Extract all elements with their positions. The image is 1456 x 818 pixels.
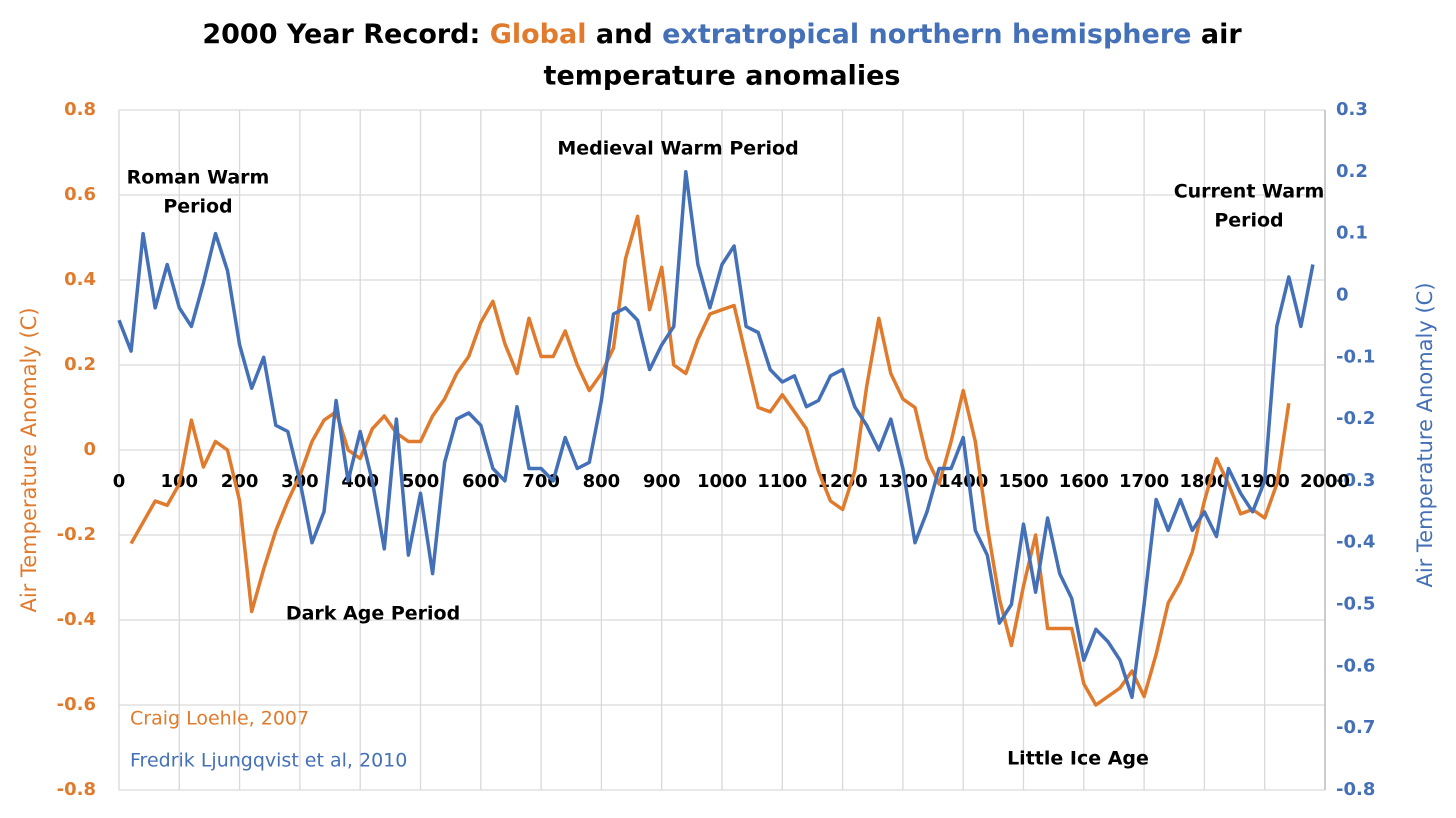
x-tick-label: 1000 [697, 471, 747, 492]
y2-tick-label: -0.4 [1336, 532, 1375, 553]
y-tick-label: -0.8 [57, 779, 96, 800]
annotation: Current Warm [1174, 181, 1325, 203]
annotation: Roman Warm [127, 167, 270, 189]
chart-title: 2000 Year Record: Global and extratropic… [202, 19, 1242, 50]
annotation: Period [1214, 210, 1283, 232]
y2-tick-label: -0.1 [1336, 346, 1375, 367]
y-tick-label: -0.6 [57, 694, 96, 715]
y-tick-label: 0.2 [64, 354, 96, 375]
title-part: 2000 Year Record: [202, 19, 480, 50]
y2-tick-label: -0.8 [1336, 779, 1375, 800]
x-tick-label: 500 [402, 471, 440, 492]
x-tick-label: 1100 [757, 471, 807, 492]
annotation: Dark Age Period [286, 603, 460, 625]
y2-tick-label: 0.3 [1336, 99, 1368, 120]
chart-title: temperature anomalies [544, 61, 901, 92]
title-part: and [596, 19, 653, 50]
legend-label: Fredrik Ljungqvist et al, 2010 [130, 750, 407, 772]
x-tick-label: 900 [643, 471, 681, 492]
y2-tick-label: 0.2 [1336, 161, 1368, 182]
x-tick-label: 1300 [878, 471, 928, 492]
y2-tick-label: -0.7 [1336, 717, 1375, 738]
x-tick-label: 1500 [998, 471, 1048, 492]
y-tick-label: -0.2 [57, 524, 96, 545]
x-tick-label: 200 [221, 471, 259, 492]
x-tick-label: 1700 [1119, 471, 1169, 492]
legend-label: Craig Loehle, 2007 [130, 708, 309, 730]
x-tick-label: 0 [113, 471, 126, 492]
y-tick-label: 0.8 [64, 99, 96, 120]
y-tick-label: -0.4 [57, 609, 96, 630]
y-tick-label: 0.6 [64, 184, 96, 205]
y2-tick-label: -0.5 [1336, 594, 1375, 615]
x-tick-label: 600 [462, 471, 500, 492]
series-line [129, 214, 1291, 707]
x-tick-label: 1400 [938, 471, 988, 492]
x-tick-label: 2000 [1300, 471, 1350, 492]
y2-tick-label: -0.6 [1336, 655, 1375, 676]
y2-tick-label: 0.1 [1336, 223, 1368, 244]
title-part: air [1201, 19, 1242, 50]
annotation: Period [163, 196, 232, 218]
x-tick-label: 800 [583, 471, 621, 492]
y2-tick-label: 0 [1336, 284, 1349, 305]
series-line [117, 170, 1315, 700]
x-tick-label: 1200 [818, 471, 868, 492]
x-tick-label: 1600 [1059, 471, 1109, 492]
annotation: Little Ice Age [1007, 748, 1149, 770]
y-axis-title: Air Temperature Anomaly (C) [17, 307, 41, 612]
y2-tick-label: -0.3 [1336, 470, 1375, 491]
y-tick-label: 0 [83, 439, 96, 460]
title-part: extratropical northern hemisphere [662, 19, 1191, 50]
title-part: Global [490, 19, 587, 50]
y2-tick-label: -0.2 [1336, 408, 1375, 429]
y2-axis-title: Air Temperature Anomaly (C) [1413, 282, 1437, 587]
x-tick-label: 1800 [1179, 471, 1229, 492]
y-tick-label: 0.4 [64, 269, 96, 290]
annotation: Medieval Warm Period [557, 138, 798, 160]
